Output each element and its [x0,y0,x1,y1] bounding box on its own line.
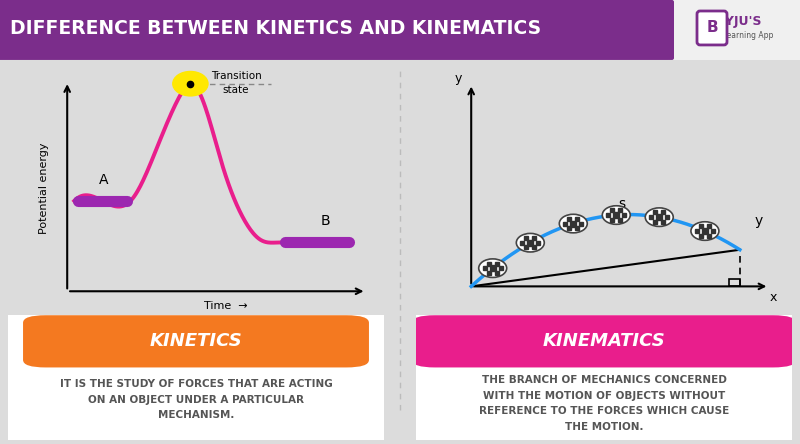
Text: y: y [454,72,462,85]
Text: y: y [754,214,763,228]
Text: BYJU'S: BYJU'S [718,16,762,28]
Circle shape [516,234,544,252]
Circle shape [602,206,630,224]
Text: Time  →: Time → [204,301,247,311]
FancyBboxPatch shape [0,0,674,60]
Text: B: B [706,20,718,36]
Text: IT IS THE STUDY OF FORCES THAT ARE ACTING
ON AN OBJECT UNDER A PARTICULAR
MECHAN: IT IS THE STUDY OF FORCES THAT ARE ACTIN… [60,379,332,420]
Text: A: A [99,173,108,187]
FancyBboxPatch shape [0,313,395,442]
Circle shape [173,71,208,96]
Circle shape [691,222,719,240]
Bar [729,279,740,286]
FancyBboxPatch shape [697,11,727,45]
Circle shape [478,259,506,278]
Text: KINETICS: KINETICS [150,332,242,350]
Text: THE BRANCH OF MECHANICS CONCERNED
WITH THE MOTION OF OBJECTS WITHOUT
REFERENCE T: THE BRANCH OF MECHANICS CONCERNED WITH T… [479,375,729,432]
Text: The Learning App: The Learning App [706,32,774,40]
Bar [668,0,800,60]
Text: B: B [321,214,330,228]
Text: s: s [618,197,626,211]
FancyBboxPatch shape [405,313,800,442]
Circle shape [646,208,674,226]
Text: DIFFERENCE BETWEEN KINETICS AND KINEMATICS: DIFFERENCE BETWEEN KINETICS AND KINEMATI… [10,20,541,39]
Text: Potential energy: Potential energy [39,143,50,234]
FancyBboxPatch shape [412,315,796,368]
FancyBboxPatch shape [23,315,369,368]
Circle shape [559,214,587,233]
Text: Transition
state: Transition state [210,71,262,95]
Text: x: x [770,291,777,304]
Text: KINEMATICS: KINEMATICS [542,332,666,350]
